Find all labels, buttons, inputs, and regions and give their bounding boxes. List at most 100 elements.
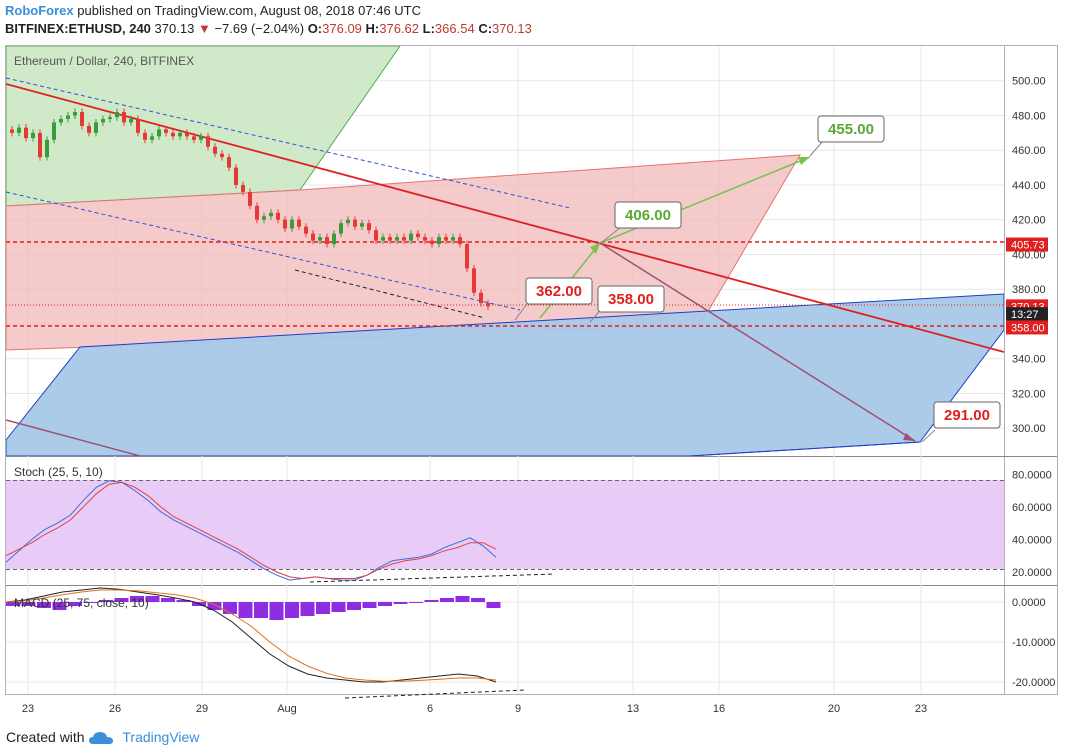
last-price: 370.13: [154, 21, 195, 36]
candle-body: [458, 237, 462, 245]
candle-body: [423, 237, 427, 241]
macd-bar: [316, 602, 330, 614]
candle-body: [143, 132, 147, 140]
x-tick-label: 13: [627, 703, 639, 715]
x-tick-label: 26: [109, 703, 121, 715]
chart-title: Ethereum / Dollar, 240, BITFINEX: [14, 54, 194, 68]
arrowhead-3: [903, 433, 915, 441]
macd-y-tick: -20.0000: [1012, 677, 1055, 689]
symbol: BITFINEX:ETHUSD, 240: [5, 21, 151, 36]
candle-body: [227, 157, 231, 168]
price-label-bg: [1006, 237, 1048, 252]
macd-bar: [6, 602, 20, 606]
dashed-channel-upper: [6, 77, 571, 209]
candle-body: [283, 219, 287, 229]
candle-body: [381, 237, 385, 241]
candle-body: [199, 136, 203, 140]
macd-y-tick: 0.0000: [1012, 597, 1046, 609]
target-value: 358.00: [608, 291, 654, 308]
candle-body: [150, 136, 154, 140]
stoch-y-tick: 80.0000: [1012, 469, 1052, 481]
candle-body: [108, 117, 112, 119]
target-box: [933, 401, 1001, 429]
symbol-line: BITFINEX:ETHUSD, 240 370.13 ▼ −7.69 (−2.…: [5, 21, 532, 36]
brand-link[interactable]: RoboForex: [5, 3, 74, 18]
candle-body: [157, 129, 161, 137]
candle-body: [31, 132, 35, 139]
candle-body: [437, 237, 441, 245]
arrowhead-1: [590, 243, 600, 254]
x-tick-label: 9: [515, 703, 521, 715]
candle-body: [353, 219, 357, 227]
high-label: H:: [365, 21, 380, 36]
tradingview-link[interactable]: TradingView: [122, 729, 200, 745]
candle-body: [255, 205, 259, 220]
stoch-y-tick: 40.0000: [1012, 534, 1052, 546]
candle-body: [374, 230, 378, 241]
y-tick-label: 420.00: [1012, 215, 1046, 227]
candle-body: [269, 212, 273, 217]
close-value: 370.13: [492, 21, 532, 36]
target-box: [597, 285, 665, 313]
candle-body: [129, 118, 133, 123]
stoch-line: [5, 480, 497, 581]
candle-body: [115, 112, 119, 118]
candle-body: [136, 118, 140, 133]
macd-bar: [486, 602, 501, 608]
macd-bar: [223, 602, 237, 614]
macd-bar: [37, 602, 51, 608]
arrowhead-2: [798, 157, 810, 165]
macd-bar: [68, 602, 82, 606]
y-tick-label: 480.00: [1012, 110, 1046, 122]
macd-bar: [300, 602, 315, 616]
candle-body: [164, 129, 168, 133]
candle-body: [66, 115, 70, 119]
target-box: [614, 201, 682, 229]
low-value: 366.54: [434, 21, 475, 36]
open-value: 376.09: [322, 21, 362, 36]
candle-body: [479, 292, 483, 304]
candle-body: [171, 132, 175, 137]
x-tick-label: Aug: [277, 703, 297, 715]
candle-body: [17, 127, 21, 133]
high-value: 376.62: [379, 21, 420, 36]
open-label: O:: [307, 21, 323, 36]
candle-body: [45, 139, 49, 158]
candle-body: [241, 184, 245, 192]
red-trendline: [6, 83, 1004, 353]
macd-bar: [455, 596, 470, 602]
candle-body: [80, 112, 84, 126]
macd-bar: [378, 602, 392, 606]
stoch-line: [5, 481, 497, 580]
target-box: [817, 115, 885, 143]
y-tick-label: 500.00: [1012, 76, 1046, 88]
x-tick-label: 29: [196, 703, 208, 715]
macd-bar: [269, 602, 284, 620]
black-dashed-trend: [294, 269, 486, 319]
macd-bar: [393, 602, 408, 604]
chart-canvas[interactable]: Ethereum / Dollar, 240, BITFINEX 455.00 4…: [0, 40, 1066, 722]
x-tick-label: 6: [427, 703, 433, 715]
projection-arrows: [514, 141, 936, 443]
candle-body: [402, 237, 406, 241]
macd-bar: [145, 596, 160, 602]
candle-body: [304, 226, 308, 234]
macd-bar: [362, 602, 377, 608]
pointer-291: [921, 429, 936, 443]
candle-body: [332, 233, 336, 245]
candle-body: [472, 268, 476, 293]
low-label: L:: [422, 21, 435, 36]
price-label: 358.00: [1011, 322, 1045, 334]
candle-body: [276, 212, 280, 220]
macd-bar: [114, 598, 129, 602]
candle-body: [486, 303, 490, 307]
candle-body: [325, 237, 329, 245]
candle-body: [94, 122, 98, 133]
macd-dashed-trend: [344, 689, 526, 699]
candle-body: [192, 136, 196, 140]
candle-body: [430, 240, 434, 245]
candle-body: [234, 167, 238, 185]
macd-bar: [347, 602, 361, 610]
change-value: −7.69 (−2.04%): [214, 21, 305, 36]
macd-bar: [285, 602, 299, 618]
